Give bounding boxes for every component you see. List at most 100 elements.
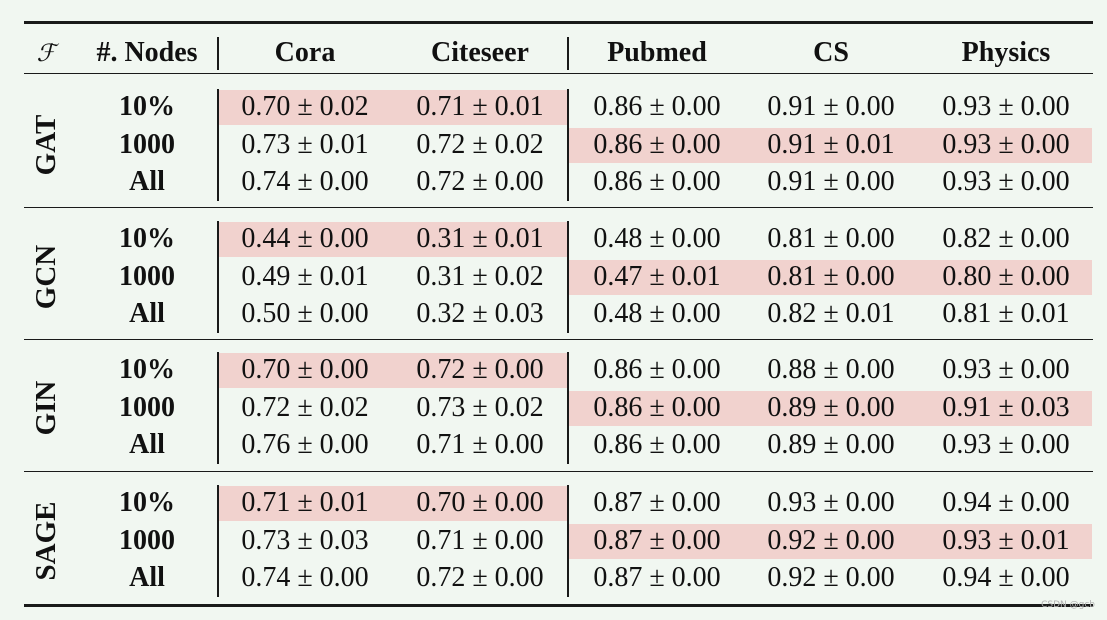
nodes-label: All <box>129 298 165 329</box>
highlight-band <box>219 353 567 388</box>
dataset-header-cs: CS <box>813 37 849 68</box>
table-cell: 0.47 ± 0.01 <box>593 260 721 292</box>
f-symbol-header: ℱ <box>36 39 56 67</box>
table-cell: 0.82 ± 0.01 <box>767 298 895 329</box>
table-cell: 0.93 ± 0.00 <box>767 487 895 518</box>
table-cell: 0.87 ± 0.00 <box>593 562 721 593</box>
table-cell: 0.88 ± 0.00 <box>767 354 895 385</box>
table-cell: 0.89 ± 0.00 <box>767 429 895 460</box>
table-cell: 0.71 ± 0.00 <box>416 524 544 556</box>
column-separator <box>567 352 569 464</box>
highlight-band <box>219 486 567 521</box>
column-separator <box>217 485 219 597</box>
table-cell: 0.93 ± 0.00 <box>942 166 1070 197</box>
nodes-label: All <box>129 429 165 460</box>
column-separator <box>217 221 219 333</box>
table-cell: 0.87 ± 0.00 <box>593 487 721 518</box>
table-cell: 0.44 ± 0.00 <box>241 223 369 254</box>
nodes-header: #. Nodes <box>96 37 198 68</box>
table-cell: 0.74 ± 0.00 <box>241 166 369 197</box>
column-separator <box>217 89 219 201</box>
table-cell: 0.72 ± 0.02 <box>241 391 369 423</box>
nodes-label: 10% <box>119 487 175 518</box>
table-cell: 0.87 ± 0.00 <box>593 524 721 556</box>
table-cell: 0.74 ± 0.00 <box>241 562 369 593</box>
table-cell: 0.73 ± 0.03 <box>241 524 369 556</box>
model-label-gcn: GCN <box>30 245 62 310</box>
column-separator <box>567 485 569 597</box>
table-cell: 0.82 ± 0.00 <box>942 223 1070 254</box>
table-cell: 0.48 ± 0.00 <box>593 298 721 329</box>
table-cell: 0.31 ± 0.02 <box>416 260 544 292</box>
highlight-band <box>569 259 1092 295</box>
table-cell: 0.92 ± 0.00 <box>767 524 895 556</box>
top-rule <box>24 21 1093 24</box>
mid-rule <box>24 73 1093 75</box>
highlight-band <box>569 127 1092 163</box>
table-cell: 0.71 ± 0.01 <box>416 91 544 122</box>
table-cell: 0.73 ± 0.02 <box>416 391 544 423</box>
table-cell: 0.48 ± 0.00 <box>593 223 721 254</box>
table-cell: 0.81 ± 0.00 <box>767 260 895 292</box>
table-cell: 0.81 ± 0.00 <box>767 223 895 254</box>
table-cell: 0.86 ± 0.00 <box>593 391 721 423</box>
nodes-label: 10% <box>119 223 175 254</box>
dataset-header-pubmed: Pubmed <box>607 37 707 68</box>
table-cell: 0.80 ± 0.00 <box>942 260 1070 292</box>
table-cell: 0.72 ± 0.00 <box>416 354 544 385</box>
table-cell: 0.49 ± 0.01 <box>241 260 369 292</box>
table-cell: 0.76 ± 0.00 <box>241 429 369 460</box>
table-cell: 0.94 ± 0.00 <box>942 487 1070 518</box>
nodes-label: All <box>129 562 165 593</box>
table-cell: 0.91 ± 0.00 <box>767 166 895 197</box>
nodes-label: 10% <box>119 354 175 385</box>
table-cell: 0.86 ± 0.00 <box>593 429 721 460</box>
mid-rule <box>24 207 1093 209</box>
model-label-sage: SAGE <box>30 501 62 581</box>
table-cell: 0.93 ± 0.00 <box>942 429 1070 460</box>
table-cell: 0.91 ± 0.03 <box>942 391 1070 423</box>
column-separator <box>217 352 219 464</box>
bottom-rule <box>24 604 1093 607</box>
table-cell: 0.94 ± 0.00 <box>942 562 1070 593</box>
table-cell: 0.89 ± 0.00 <box>767 391 895 423</box>
highlight-band <box>219 90 567 125</box>
mid-rule <box>24 471 1093 473</box>
table-cell: 0.93 ± 0.00 <box>942 91 1070 122</box>
table-cell: 0.81 ± 0.01 <box>942 298 1070 329</box>
table-cell: 0.70 ± 0.02 <box>241 91 369 122</box>
table-cell: 0.93 ± 0.00 <box>942 354 1070 385</box>
column-separator <box>567 89 569 201</box>
table-cell: 0.91 ± 0.01 <box>767 128 895 160</box>
table-cell: 0.86 ± 0.00 <box>593 91 721 122</box>
nodes-label: 1000 <box>119 260 175 292</box>
dataset-header-cora: Cora <box>274 37 336 68</box>
table-cell: 0.73 ± 0.01 <box>241 128 369 160</box>
table-cell: 0.50 ± 0.00 <box>241 298 369 329</box>
table-cell: 0.70 ± 0.00 <box>416 487 544 518</box>
table-cell: 0.71 ± 0.00 <box>416 429 544 460</box>
column-separator <box>567 221 569 333</box>
nodes-label: 1000 <box>119 391 175 423</box>
nodes-label: 10% <box>119 91 175 122</box>
table-cell: 0.71 ± 0.01 <box>241 487 369 518</box>
table-cell: 0.93 ± 0.00 <box>942 128 1070 160</box>
highlight-band <box>569 390 1092 426</box>
dataset-header-citeseer: Citeseer <box>431 37 529 68</box>
nodes-label: 1000 <box>119 128 175 160</box>
table-cell: 0.92 ± 0.00 <box>767 562 895 593</box>
nodes-label: 1000 <box>119 524 175 556</box>
model-label-gin: GIN <box>30 380 62 436</box>
highlight-band <box>219 222 567 257</box>
table-cell: 0.86 ± 0.00 <box>593 166 721 197</box>
header-separator <box>217 37 219 70</box>
model-label-gat: GAT <box>30 114 62 176</box>
watermark: CSDN @gcb <box>1041 600 1095 610</box>
nodes-label: All <box>129 166 165 197</box>
table-cell: 0.86 ± 0.00 <box>593 354 721 385</box>
table-cell: 0.72 ± 0.00 <box>416 562 544 593</box>
header-separator <box>567 37 569 70</box>
table-cell: 0.32 ± 0.03 <box>416 298 544 329</box>
table-cell: 0.91 ± 0.00 <box>767 91 895 122</box>
table-cell: 0.72 ± 0.00 <box>416 166 544 197</box>
